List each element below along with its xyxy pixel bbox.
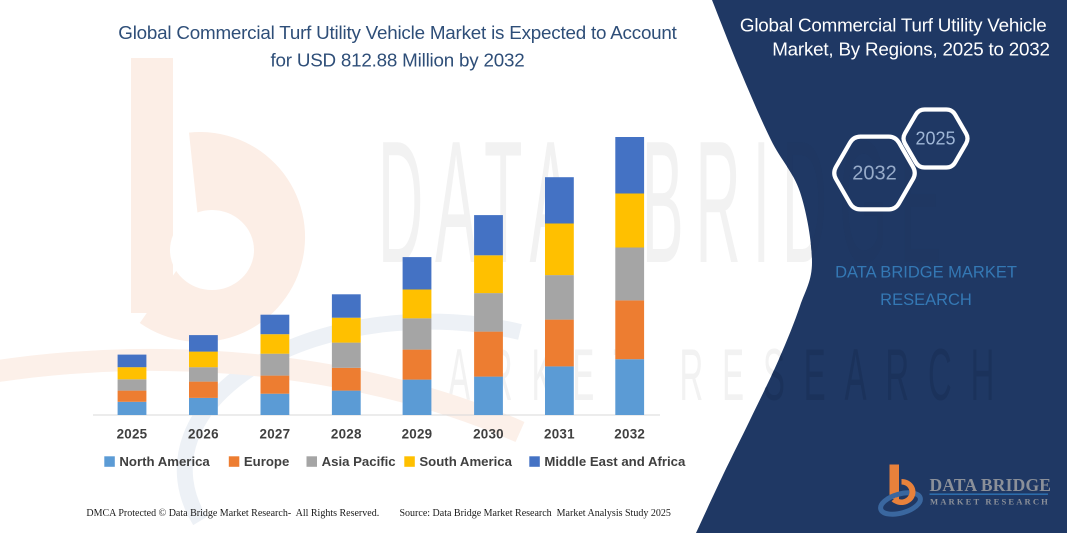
svg-text:2027: 2027 (260, 427, 291, 442)
svg-text:Source: Data Bridge Market Res: Source: Data Bridge Market Research Mark… (400, 508, 671, 519)
svg-text:2029: 2029 (402, 427, 433, 442)
svg-text:2025: 2025 (117, 427, 148, 442)
svg-text:Global Commercial Turf Utility: Global Commercial Turf Utility Vehicle M… (118, 22, 677, 43)
svg-text:2031: 2031 (544, 427, 575, 442)
svg-text:for USD 812.88 Million by 2032: for USD 812.88 Million by 2032 (271, 50, 525, 71)
svg-text:2032: 2032 (614, 427, 645, 442)
svg-text:RESEARCH: RESEARCH (880, 291, 972, 309)
svg-text:MARKET RESEARCH: MARKET RESEARCH (930, 497, 1050, 507)
svg-text:Middle East and Africa: Middle East and Africa (544, 454, 686, 469)
svg-text:North America: North America (119, 454, 210, 469)
svg-text:Asia Pacific: Asia Pacific (322, 454, 396, 469)
svg-text:2032: 2032 (852, 163, 897, 185)
svg-text:South America: South America (419, 454, 512, 469)
svg-text:DMCA Protected © Data Bridge M: DMCA Protected © Data Bridge Market Rese… (86, 508, 379, 519)
svg-text:2025: 2025 (915, 129, 955, 149)
svg-text:Europe: Europe (244, 454, 289, 469)
svg-text:2030: 2030 (473, 427, 504, 442)
svg-text:DATA BRIDGE MARKET: DATA BRIDGE MARKET (835, 264, 1017, 282)
svg-text:2026: 2026 (188, 427, 219, 442)
svg-text:Global Commercial Turf Utility: Global Commercial Turf Utility Vehicle (740, 15, 1047, 36)
svg-text:DATA BRIDGE: DATA BRIDGE (930, 475, 1052, 495)
svg-text:Market, By Regions, 2025 to 20: Market, By Regions, 2025 to 2032 (772, 39, 1050, 60)
svg-text:2028: 2028 (331, 427, 362, 442)
